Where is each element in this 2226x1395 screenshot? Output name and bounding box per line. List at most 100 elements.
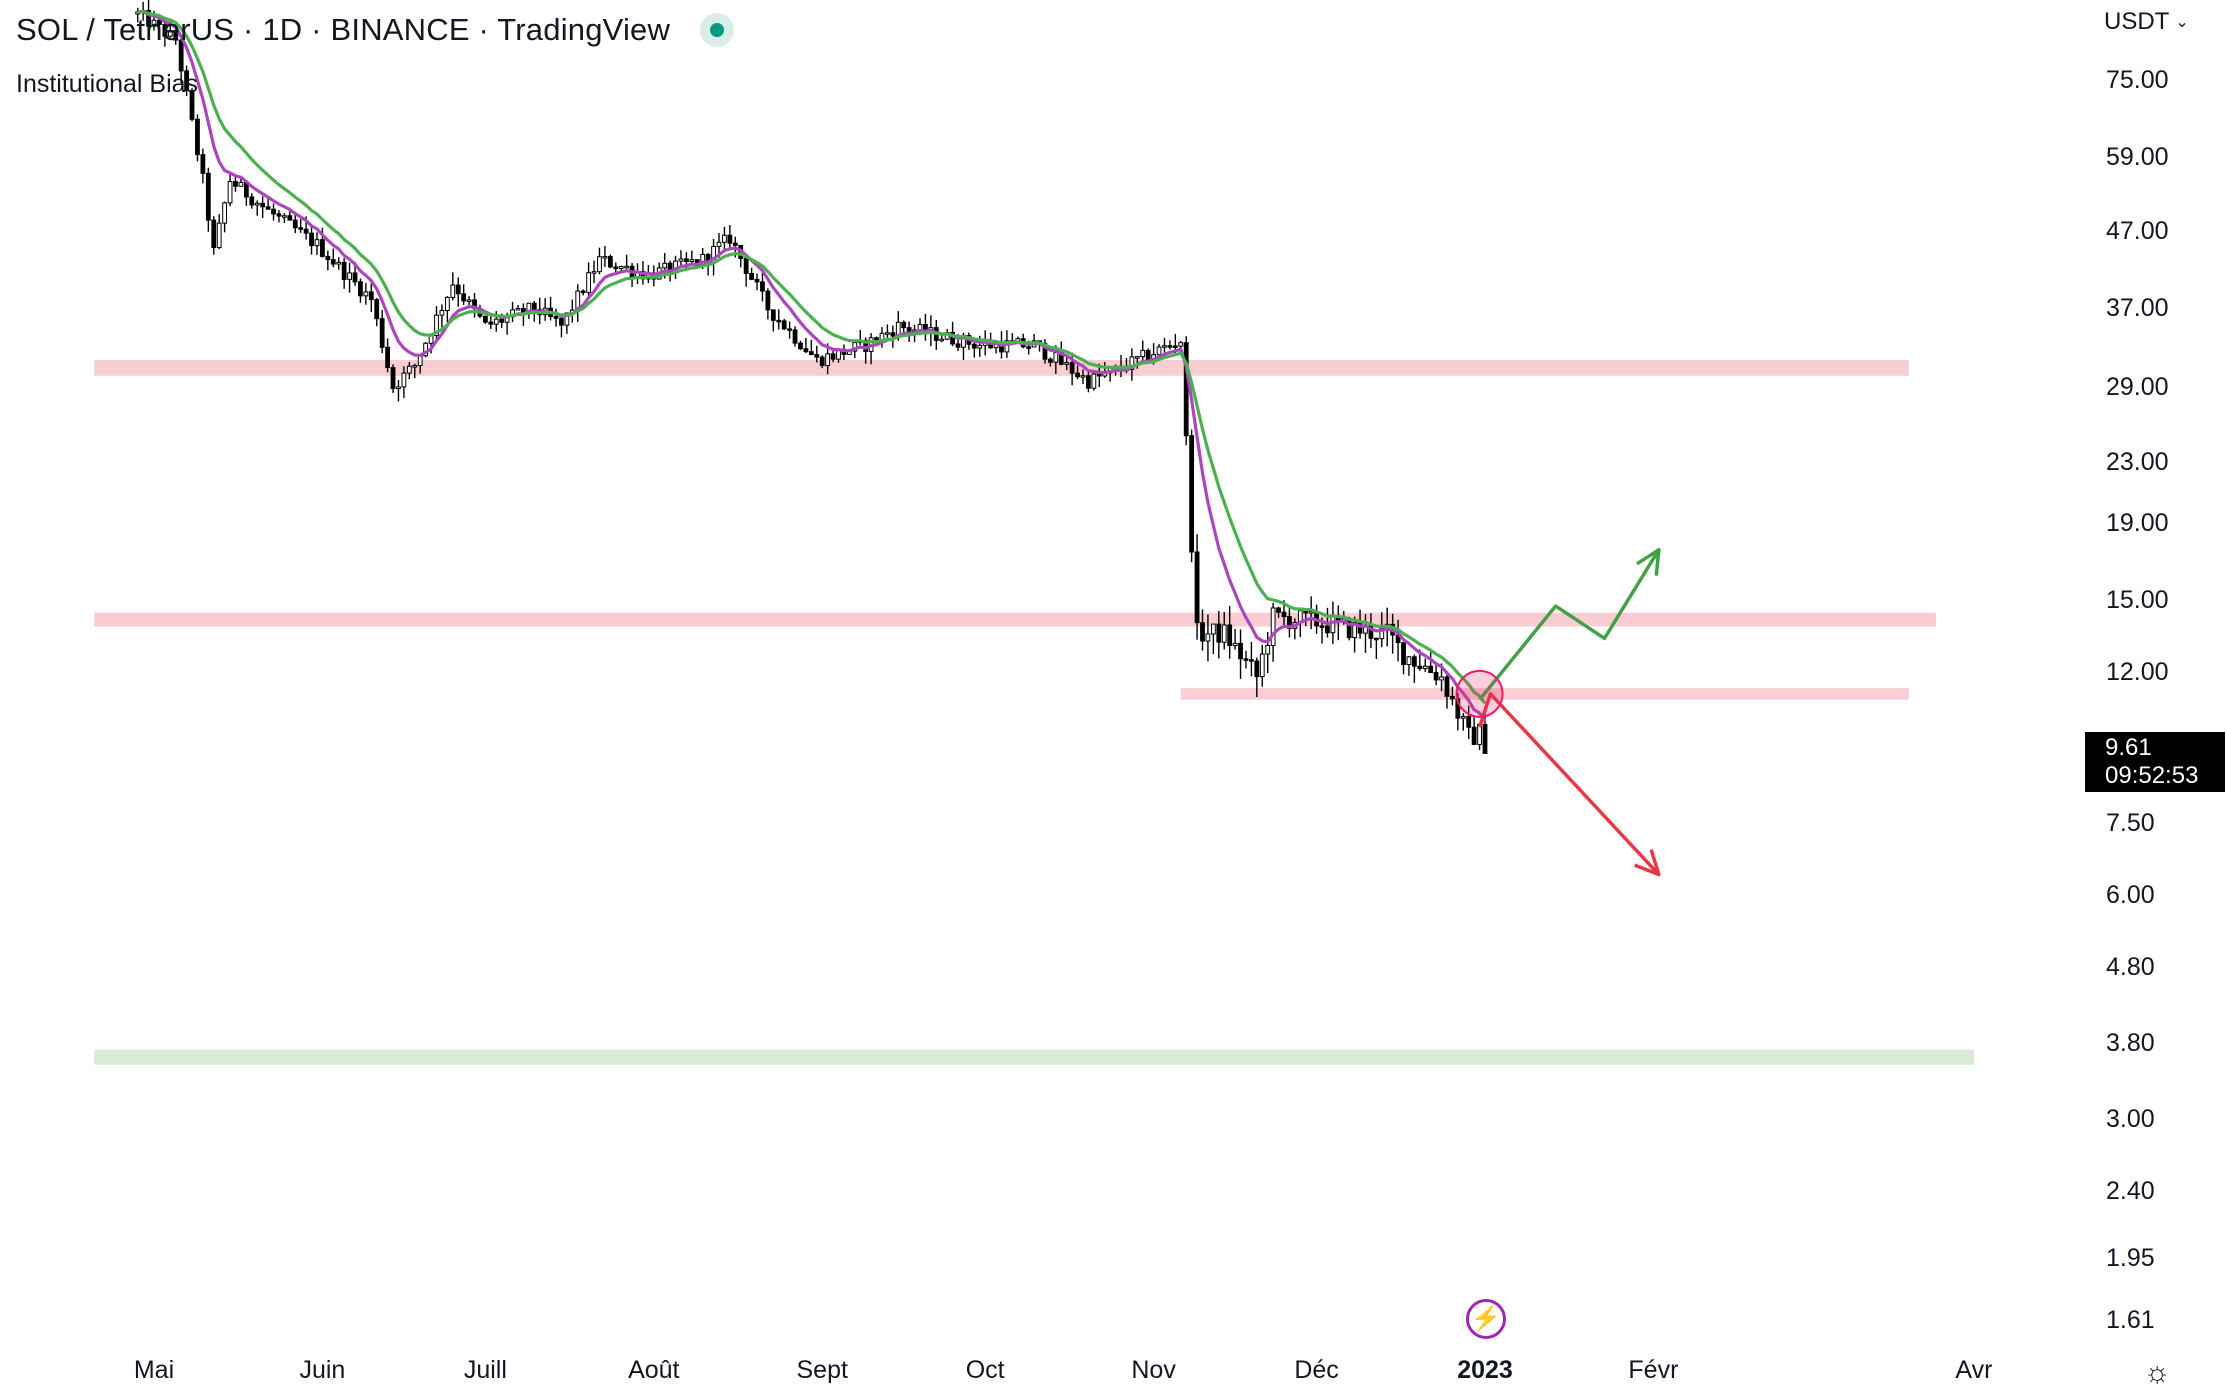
candle	[722, 226, 727, 252]
support-zone-3[interactable]	[94, 1049, 1974, 1065]
candle	[1189, 429, 1195, 563]
candle	[808, 339, 814, 356]
price-tick-label: 7.50	[2106, 809, 2155, 838]
time-tick-label: Juin	[299, 1356, 346, 1384]
time-tick-label: Sept	[796, 1356, 848, 1384]
candle	[1444, 671, 1450, 709]
candle	[1287, 606, 1292, 638]
candle	[1411, 654, 1417, 683]
candle	[1221, 611, 1227, 650]
candle	[222, 201, 228, 233]
price-tick-label: 1.95	[2106, 1244, 2155, 1273]
price-tick-label: 6.00	[2106, 881, 2155, 910]
candle	[233, 176, 238, 192]
gear-icon[interactable]: ☼	[2143, 1356, 2171, 1389]
candle	[776, 309, 782, 330]
candle	[368, 283, 374, 312]
candle	[781, 318, 787, 330]
candle	[890, 325, 896, 348]
candle	[249, 193, 255, 209]
candle	[336, 257, 342, 270]
candle	[1183, 336, 1189, 446]
candle	[1259, 644, 1265, 687]
candle	[1080, 369, 1086, 385]
currency-label: USDT	[2104, 8, 2170, 35]
candle	[1167, 340, 1173, 350]
candle	[591, 260, 597, 283]
candle	[162, 21, 168, 47]
candle	[1086, 371, 1091, 393]
candle	[602, 245, 608, 267]
candle	[787, 321, 793, 339]
projection-up-arrow[interactable]	[1478, 548, 1661, 701]
candle	[798, 340, 803, 351]
candle	[624, 254, 630, 269]
candle	[385, 338, 391, 373]
price-tick-label: 75.00	[2106, 66, 2169, 94]
candle	[841, 344, 847, 361]
candle	[1129, 348, 1135, 381]
price-tick-label: 1.61	[2106, 1306, 2155, 1334]
drawings-layer	[1455, 548, 1661, 877]
candle	[401, 366, 407, 398]
candle	[770, 309, 776, 332]
candle	[200, 148, 206, 184]
projection-down-arrow[interactable]	[1477, 692, 1661, 876]
lightning-icon[interactable]: ⚡	[1466, 1299, 1506, 1339]
time-tick-label: Oct	[965, 1356, 1005, 1384]
candle	[885, 324, 890, 341]
price-tick-label: 23.00	[2106, 447, 2169, 476]
symbol-title[interactable]: SOL / TetherUS · 1D · BINANCE · TradingV…	[16, 12, 671, 47]
candle	[1210, 623, 1216, 655]
candle	[184, 65, 189, 97]
candle	[363, 283, 369, 305]
candle	[1075, 365, 1080, 380]
candle	[1254, 657, 1260, 698]
indicator-label[interactable]: Institutional Bias	[16, 70, 199, 98]
resistance-zone-1[interactable]	[94, 612, 1936, 627]
price-tick-label: 12.00	[2106, 657, 2169, 686]
candle	[1428, 652, 1434, 674]
candle	[1373, 637, 1379, 660]
candle	[330, 248, 336, 268]
candle	[868, 333, 874, 365]
highlight-circle[interactable]	[1455, 669, 1504, 718]
currency-selector[interactable]: USDT ⌄	[2104, 8, 2189, 36]
resistance-zone-0[interactable]	[94, 360, 1909, 376]
candle	[1248, 641, 1254, 677]
arrowhead-down	[1633, 849, 1661, 877]
candle	[510, 301, 515, 323]
candle	[374, 297, 380, 327]
candle	[597, 247, 602, 275]
price-tick-label: 4.80	[2106, 953, 2155, 982]
candle	[173, 21, 179, 45]
chevron-down-icon: ⌄	[2175, 14, 2189, 31]
candle	[814, 345, 820, 363]
candle	[575, 284, 581, 322]
candle	[749, 267, 754, 281]
price-tick-label: 19.00	[2106, 509, 2169, 538]
candles-layer	[135, 0, 1488, 754]
candle	[146, 0, 151, 36]
candle	[396, 379, 401, 402]
candle	[1243, 650, 1249, 669]
candle	[195, 114, 200, 162]
resistance-zone-2[interactable]	[1180, 688, 1909, 700]
candle	[515, 305, 521, 311]
candle	[271, 203, 276, 221]
price-tick-label: 3.00	[2106, 1105, 2155, 1134]
candle	[1471, 716, 1477, 746]
price-tick-label: 3.80	[2106, 1028, 2155, 1057]
candle	[1227, 605, 1233, 659]
candle	[325, 250, 331, 271]
candle	[857, 330, 863, 346]
ema_slow-line	[137, 10, 1487, 705]
price-tick-label: 47.00	[2106, 216, 2169, 245]
candle	[1401, 642, 1406, 675]
candle	[227, 172, 233, 207]
candle	[1162, 337, 1167, 353]
candle	[189, 88, 195, 122]
candle	[265, 197, 271, 210]
candle	[1064, 356, 1070, 371]
